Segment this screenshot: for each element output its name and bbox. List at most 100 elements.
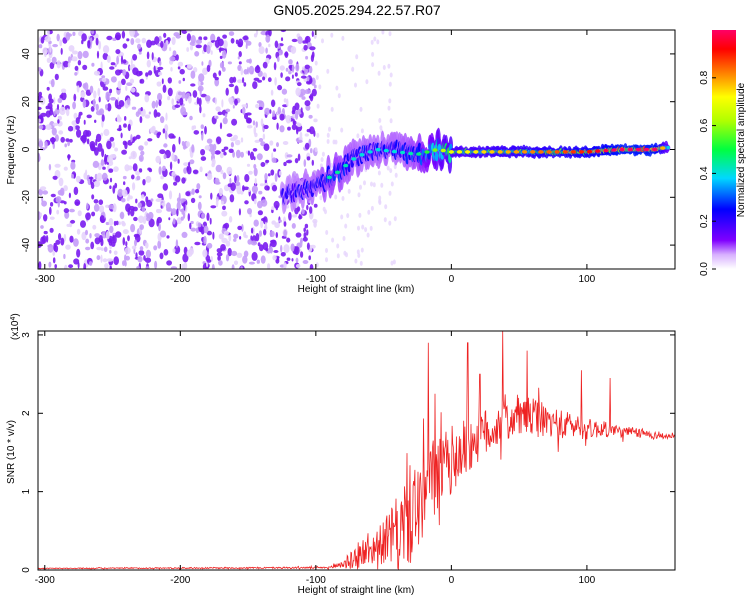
noise-blob: [85, 246, 91, 251]
noise-blob: [291, 124, 297, 131]
noise-blob: [93, 199, 99, 204]
noise-blob: [40, 225, 44, 229]
noise-blob: [182, 77, 185, 82]
noise-blob: [294, 72, 298, 77]
noise-blob: [314, 60, 318, 66]
noise-blob: [54, 134, 59, 142]
noise-blob: [163, 143, 168, 148]
noise-blob: [354, 82, 357, 88]
noise-blob: [125, 203, 131, 212]
noise-blob: [232, 151, 236, 158]
noise-blob: [225, 87, 229, 96]
noise-blob: [123, 123, 127, 128]
noise-blob: [251, 251, 258, 261]
noise-blob: [133, 216, 138, 222]
noise-blob: [293, 120, 297, 126]
noise-blob: [235, 39, 239, 45]
snr-y-label: SNR (10 * v/v): [6, 420, 17, 484]
noise-blob: [117, 80, 122, 90]
noise-blob: [38, 106, 42, 111]
noise-blob: [206, 64, 211, 72]
noise-blob: [280, 72, 283, 78]
noise-blob: [74, 72, 78, 76]
noise-blob: [369, 225, 373, 231]
noise-blob: [225, 254, 230, 262]
noise-blob: [320, 157, 324, 163]
noise-blob: [122, 43, 128, 49]
noise-blob: [149, 127, 156, 134]
noise-blob: [170, 266, 178, 269]
noise-blob: [306, 242, 310, 250]
noise-blob: [95, 103, 99, 111]
noise-blob: [255, 121, 258, 128]
noise-blob: [47, 30, 50, 37]
noise-blob: [137, 202, 142, 209]
noise-blob: [82, 83, 87, 89]
noise-blob: [299, 131, 303, 139]
noise-blob: [384, 204, 388, 210]
noise-blob: [72, 50, 78, 55]
noise-blob: [51, 127, 57, 136]
noise-blob: [214, 78, 220, 87]
noise-blob: [248, 261, 255, 265]
noise-blob: [286, 98, 289, 107]
noise-blob: [236, 175, 240, 183]
noise-blob: [336, 253, 340, 259]
noise-blob: [315, 262, 319, 268]
noise-blob: [388, 98, 392, 104]
noise-blob: [86, 114, 92, 119]
noise-blob: [94, 119, 97, 124]
noise-blob: [188, 96, 192, 104]
noise-blob: [283, 262, 287, 269]
noise-blob: [98, 205, 105, 213]
ridge-hotspot: [448, 150, 454, 154]
noise-blob: [135, 198, 138, 204]
noise-blob: [156, 208, 160, 213]
noise-blob: [162, 84, 167, 94]
noise-blob: [214, 150, 221, 155]
noise-blob: [240, 67, 244, 76]
noise-blob: [256, 64, 260, 71]
noise-blob: [179, 68, 185, 75]
noise-blob: [80, 135, 87, 142]
noise-blob: [229, 177, 232, 184]
noise-blob: [89, 233, 92, 239]
noise-blob: [220, 169, 224, 175]
noise-blob: [101, 75, 106, 79]
noise-blob: [244, 200, 249, 205]
noise-blob: [218, 47, 225, 51]
ridge-hotspot: [343, 163, 349, 168]
noise-blob: [109, 185, 112, 189]
noise-blob: [43, 214, 48, 222]
snr-x-ticks: -300 -200 -100 0 100: [35, 331, 596, 586]
noise-blob: [251, 185, 258, 193]
noise-blob: [146, 199, 153, 208]
noise-blob: [43, 230, 48, 235]
noise-blob: [302, 260, 309, 264]
noise-blob: [255, 103, 260, 109]
noise-blob: [265, 34, 271, 43]
noise-blob: [106, 140, 112, 150]
noise-blob: [185, 94, 188, 102]
noise-blob: [359, 260, 363, 266]
noise-blob: [196, 39, 202, 44]
noise-blob: [154, 36, 160, 45]
spectrogram-x-tick-label: 0: [449, 274, 455, 285]
noise-blob: [285, 160, 292, 164]
noise-blob: [75, 175, 81, 183]
noise-blob: [183, 246, 188, 255]
noise-blob: [121, 220, 125, 225]
noise-blob: [371, 62, 375, 68]
noise-blob: [180, 216, 184, 221]
noise-blob: [56, 33, 60, 42]
noise-blob: [96, 50, 100, 59]
noise-blob: [267, 186, 270, 191]
noise-blob: [198, 195, 202, 199]
noise-blob: [387, 63, 391, 69]
colorbar-ticks: 0.0 0.2 0.4 0.6 0.8: [699, 70, 716, 276]
noise-blob: [382, 65, 386, 70]
noise-blob: [340, 127, 344, 133]
noise-blob: [370, 181, 373, 187]
noise-blob: [295, 63, 300, 72]
noise-blob: [234, 139, 241, 146]
